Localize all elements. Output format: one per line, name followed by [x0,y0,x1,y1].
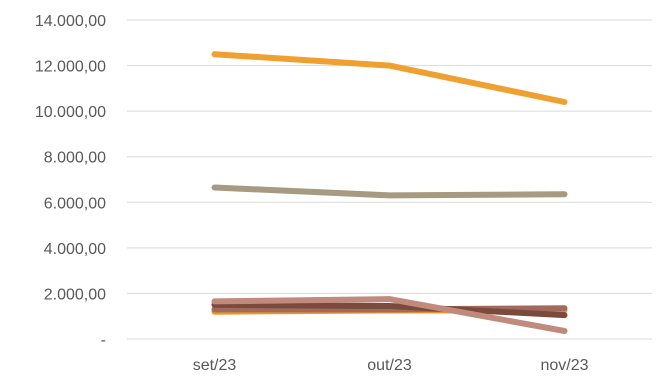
y-tick-label: 4.000,00 [44,241,106,258]
y-axis-tick-labels: - 2.000,00 4.000,00 6.000,00 8.000,00 10.000,… [35,13,106,349]
series-line-5 [211,305,568,313]
gridlines [127,19,652,340]
series-line-1 [211,51,568,105]
y-tick-label: 12.000,00 [35,59,106,76]
y-tick-label: 14.000,00 [35,13,106,30]
y-tick-label: 2.000,00 [44,286,106,303]
x-tick-label: nov/23 [540,357,588,374]
y-tick-label: 10.000,00 [35,104,106,121]
series-line-4 [211,301,568,319]
x-tick-label: out/23 [367,357,412,374]
series-line-3 [211,296,568,334]
series-line-2 [211,184,568,199]
x-tick-label: set/23 [193,357,237,374]
y-tick-label: 8.000,00 [44,150,106,167]
y-tick-label: - [101,332,106,349]
x-axis-tick-labels: set/23 out/23 nov/23 [193,357,589,374]
series-lines [211,51,568,334]
y-tick-label: 6.000,00 [44,195,106,212]
